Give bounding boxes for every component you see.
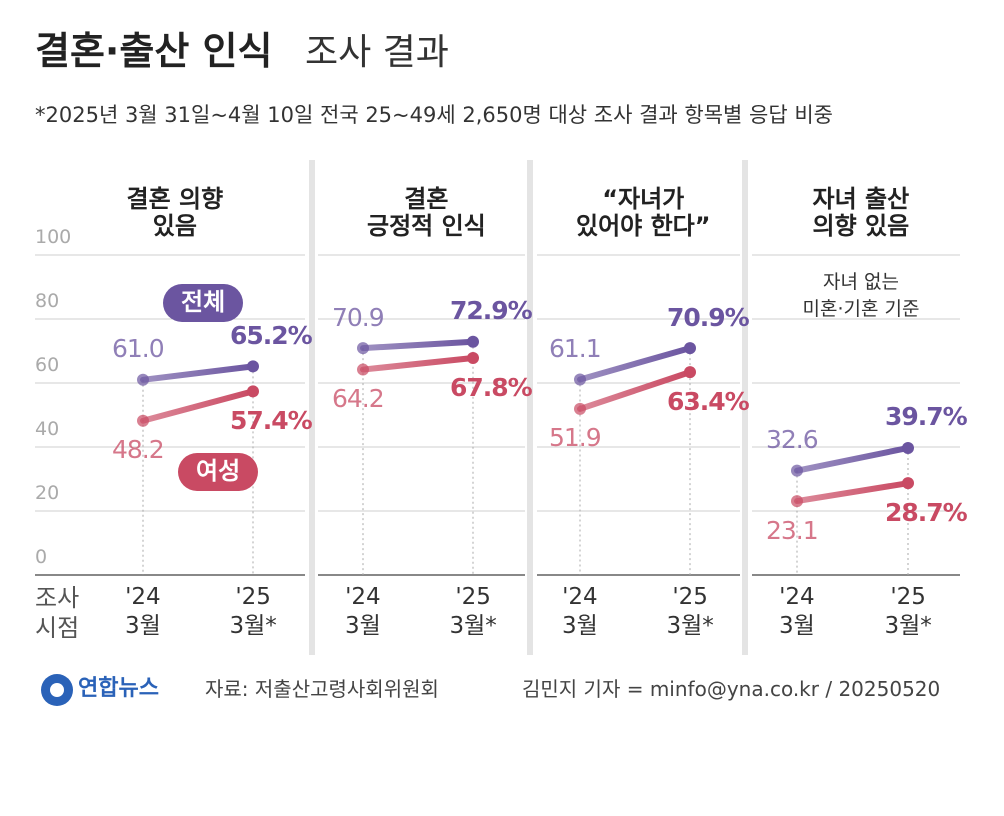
x-tick-label: '24 3월 (562, 584, 598, 639)
series-line (140, 388, 256, 424)
series-line (794, 480, 911, 505)
data-point (574, 402, 586, 415)
value-label: 57.4% (230, 405, 313, 435)
value-label: 64.2 (332, 384, 385, 414)
value-label: 63.4% (667, 386, 750, 416)
panel-divider (742, 160, 748, 655)
x-axis-label: 조사 시점 (35, 584, 80, 642)
data-point (574, 373, 586, 386)
y-tick-label: 60 (35, 354, 60, 376)
value-label: 70.9 (332, 302, 385, 332)
panel-title: 결혼 긍정적 인식 (367, 184, 486, 241)
value-label: 23.1 (766, 515, 819, 545)
data-point (467, 352, 479, 365)
data-point (684, 342, 696, 355)
y-tick-label: 20 (35, 482, 60, 504)
data-point (791, 464, 803, 477)
x-tick-label: '25 3월* (666, 584, 714, 639)
value-label: 39.7% (885, 402, 968, 432)
value-label: 72.9% (450, 296, 533, 326)
legend-pill (163, 284, 243, 322)
title: 결혼·출산 인식 (35, 29, 273, 73)
legend-pill (178, 453, 258, 491)
credit: 김민지 기자 = minfo@yna.co.kr / 20250520 (522, 677, 941, 701)
x-tick-label: '25 3월* (229, 584, 277, 639)
legend-label: 여성 (196, 457, 241, 485)
data-point (247, 385, 259, 398)
x-tick-label: '25 3월* (884, 584, 932, 639)
x-tick-label: '24 3월 (779, 584, 815, 639)
series-line (577, 345, 693, 383)
source: 자료: 저출산고령사회위원회 (205, 677, 439, 701)
x-tick-label: '24 3월 (125, 584, 161, 639)
data-point (357, 363, 369, 376)
panel-title: 결혼 의향 있음 (126, 184, 224, 241)
panel-divider (309, 160, 315, 655)
logo: 연합뉴스 (78, 676, 159, 701)
value-label: 51.9 (549, 423, 602, 453)
series-line (577, 369, 693, 412)
value-label: 28.7% (885, 497, 968, 527)
y-tick-label: 80 (35, 290, 60, 312)
legend-label: 전체 (181, 288, 226, 316)
value-label: 70.9% (667, 302, 750, 332)
value-label: 32.6 (766, 425, 819, 455)
data-point (902, 477, 914, 490)
series-line (360, 338, 476, 352)
x-tick-label: '24 3월 (345, 584, 381, 639)
y-tick-label: 40 (35, 418, 60, 440)
panel-title: “자녀가 있어야 한다” (576, 184, 711, 241)
x-tick-label: '25 3월* (449, 584, 497, 639)
value-label: 65.2% (230, 320, 313, 350)
data-point (137, 414, 149, 427)
subtitle: *2025년 3월 31일~4월 10일 전국 25~49세 2,650명 대상… (35, 103, 834, 127)
value-label: 61.1 (549, 333, 602, 363)
data-point (902, 441, 914, 454)
y-tick-label: 100 (35, 226, 72, 248)
y-tick-label: 0 (35, 546, 48, 568)
panel-title: 자녀 출산 의향 있음 (812, 184, 910, 241)
data-point (137, 373, 149, 386)
logo-icon-inner (50, 683, 64, 697)
value-label: 61.0 (112, 334, 165, 364)
panel-divider (527, 160, 533, 655)
series-line (360, 355, 476, 373)
value-label: 48.2 (112, 435, 165, 465)
series-line (140, 363, 256, 383)
data-point (684, 366, 696, 379)
annotation: 자녀 없는 미혼·기혼 기준 (802, 270, 920, 321)
data-point (791, 495, 803, 508)
series-line (794, 444, 911, 474)
data-point (357, 342, 369, 355)
data-point (247, 360, 259, 373)
data-point (467, 335, 479, 348)
title-suffix: 조사 결과 (305, 32, 449, 73)
value-label: 67.8% (450, 372, 533, 402)
